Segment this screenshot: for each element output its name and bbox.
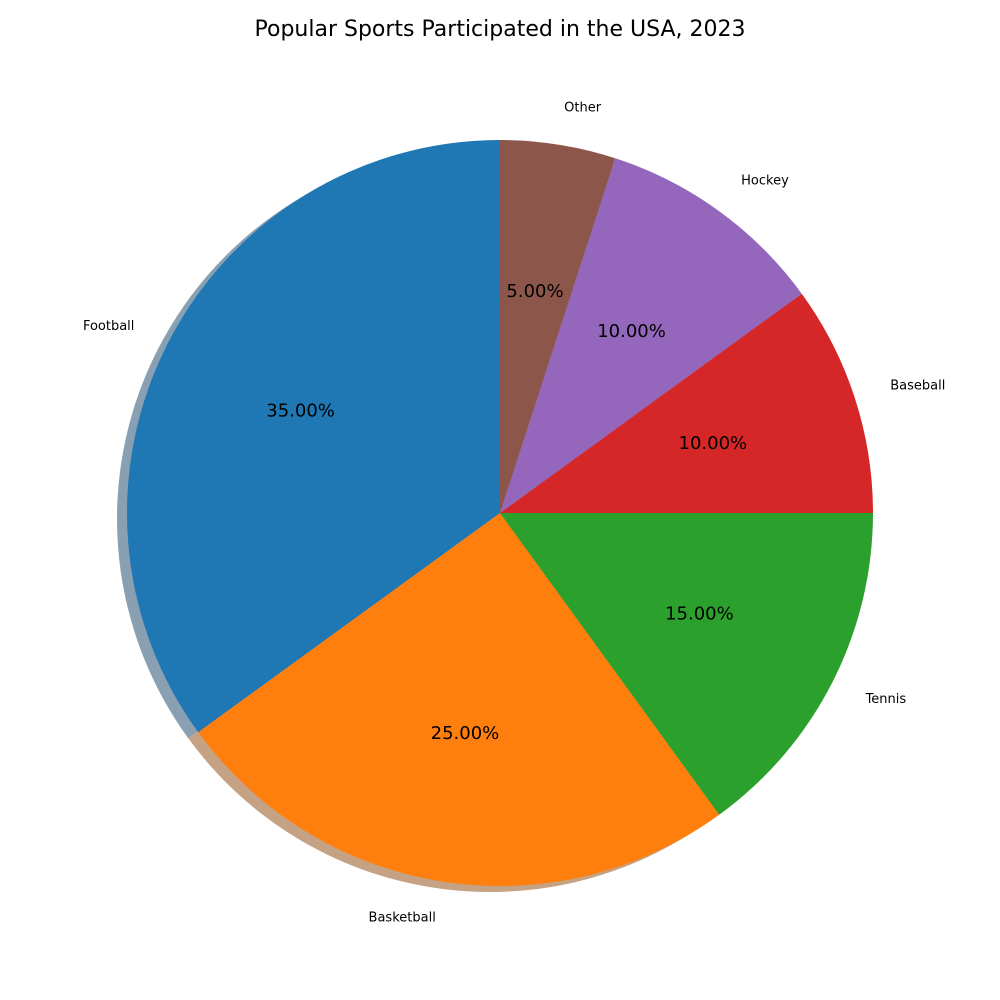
slice-baseball bbox=[500, 293, 874, 513]
pct-label-baseball: 10.00% bbox=[679, 433, 748, 454]
label-other: Other bbox=[564, 100, 602, 115]
label-baseball: Baseball bbox=[890, 379, 945, 394]
label-basketball: Basketball bbox=[369, 911, 436, 926]
slice-other bbox=[500, 140, 616, 513]
label-tennis: Tennis bbox=[865, 692, 907, 707]
label-football: Football bbox=[83, 319, 134, 334]
pct-label-basketball: 25.00% bbox=[431, 723, 500, 744]
pct-label-football: 35.00% bbox=[266, 400, 335, 421]
slice-hockey bbox=[500, 158, 802, 513]
pct-label-hockey: 10.00% bbox=[597, 321, 666, 342]
slice-tennis bbox=[500, 513, 874, 815]
pct-label-other: 5.00% bbox=[506, 281, 563, 302]
slice-basketball bbox=[198, 513, 720, 886]
pct-label-tennis: 15.00% bbox=[665, 604, 734, 625]
pie-wedges bbox=[126, 140, 874, 886]
label-hockey: Hockey bbox=[741, 174, 789, 189]
slice-football bbox=[126, 140, 500, 733]
chart-title: Popular Sports Participated in the USA, … bbox=[254, 17, 746, 42]
